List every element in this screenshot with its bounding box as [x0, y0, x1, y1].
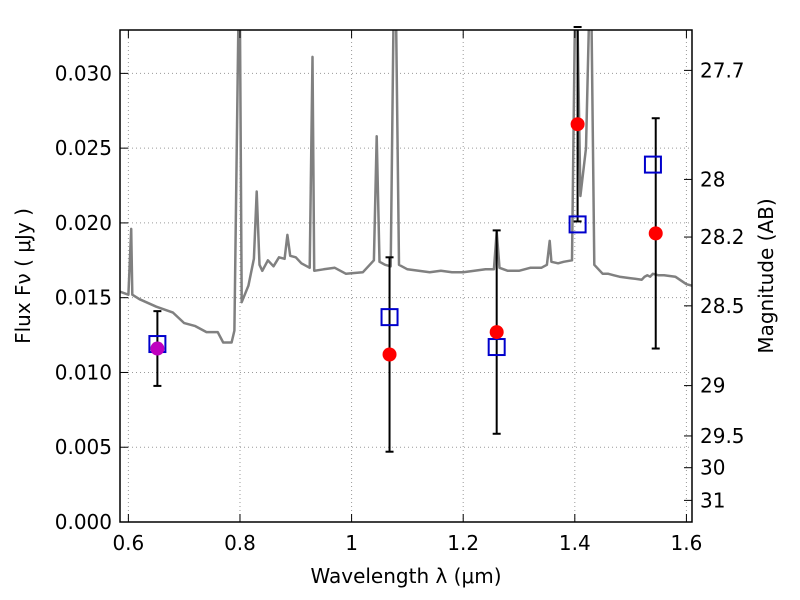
markers-layer: [148, 26, 663, 453]
y-tick-label: 0.010: [55, 360, 112, 384]
x-tick-label: 0.8: [224, 531, 256, 555]
right-tick-label: 27.7: [700, 58, 745, 82]
spectrum-line: [120, 30, 692, 344]
observed-dot-marker: [570, 117, 585, 132]
y-tick-label: 0.000: [55, 510, 112, 534]
right-tick-label: 28: [700, 167, 725, 191]
plot-border: [119, 29, 693, 523]
x-tick-label: 1.2: [447, 531, 479, 555]
right-tick-label: 29: [700, 374, 725, 398]
y-tick-label: 0.005: [55, 435, 112, 459]
observed-dot-marker: [489, 325, 504, 340]
x-tick-label: 1.4: [559, 531, 591, 555]
x-axis-label: Wavelength λ (μm): [310, 564, 501, 588]
y-tick-label: 0.025: [55, 136, 112, 160]
right-tick-label: 28.2: [700, 225, 745, 249]
observed-dot-marker: [648, 226, 663, 241]
observed-dot-marker: [150, 341, 165, 356]
grid: [120, 30, 692, 523]
spectrum-layer: [120, 30, 692, 344]
y-tick-label: 0.015: [55, 286, 112, 310]
y-axis-label-left: Flux Fν ( μJy ): [11, 208, 35, 344]
model-square-marker: [643, 155, 662, 174]
plot-frame: [119, 29, 693, 523]
right-tick-label: 29.5: [700, 424, 745, 448]
right-tick-label: 31: [700, 488, 725, 512]
y-axis-label-right: Magnitude (AB): [754, 198, 778, 353]
ticks-layer: 0.6 0.8 1 1.2 1.4 1.6 0.000 0.005 0.010 0.015 0.02…: [55, 30, 745, 555]
observed-dot-marker: [382, 347, 397, 362]
model-square-marker: [380, 308, 399, 327]
right-tick-label: 28.5: [700, 294, 745, 318]
y-tick-label: 0.030: [55, 61, 112, 85]
right-tick-label: 30: [700, 456, 725, 480]
x-tick-label: 0.6: [112, 531, 144, 555]
y-tick-label: 0.020: [55, 211, 112, 235]
x-tick-label: 1: [345, 531, 358, 555]
model-square-marker: [568, 215, 587, 234]
x-tick-label: 1.6: [671, 531, 703, 555]
